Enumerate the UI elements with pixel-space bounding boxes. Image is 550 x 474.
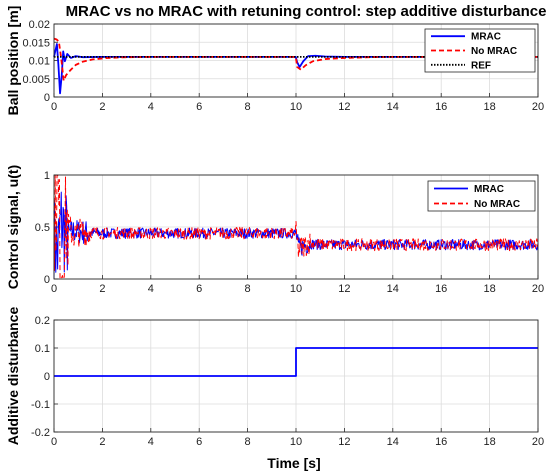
- ball-position-y-tick-label: 0: [44, 92, 50, 104]
- control-signal-series-no-mrac-line: [53, 174, 539, 280]
- additive-disturbance-x-tick-label: 14: [387, 436, 399, 448]
- control-signal-y-tick-label: 0: [44, 274, 50, 286]
- ball-position-x-tick-label: 18: [483, 101, 495, 113]
- control-signal-x-tick-label: 20: [532, 283, 544, 295]
- control-signal-x-tick-label: 8: [245, 283, 251, 295]
- additive-disturbance-x-tick-label: 0: [51, 436, 57, 448]
- control-signal-y-tick-label: 0.5: [35, 222, 50, 234]
- control-signal-x-tick-label: 0: [51, 283, 57, 295]
- control-signal-y-axis-label: Control signal, u(t): [5, 165, 21, 289]
- ball-position-x-tick-label: 6: [196, 101, 202, 113]
- additive-disturbance-x-tick-label: 2: [99, 436, 105, 448]
- additive-disturbance-x-tick-label: 20: [532, 436, 544, 448]
- additive-disturbance-x-tick-label: 10: [290, 436, 302, 448]
- ball-position-x-tick-label: 20: [532, 101, 544, 113]
- ball-position-y-tick-label: 0.015: [22, 37, 50, 49]
- control-signal-x-tick-label: 10: [290, 283, 302, 295]
- additive-disturbance-x-tick-label: 12: [338, 436, 350, 448]
- control-signal-x-tick-label: 14: [387, 283, 399, 295]
- ball-position-x-tick-label: 4: [148, 101, 154, 113]
- additive-disturbance-y-tick-label: 0.2: [35, 315, 50, 327]
- control-signal-legend: MRAC No MRAC: [427, 180, 536, 212]
- ball-position-legend: MRAC No MRAC REF: [424, 28, 536, 73]
- additive-disturbance-y-tick-label: 0.1: [35, 343, 50, 355]
- additive-disturbance-series-disturbance-line: [54, 347, 538, 377]
- chart-title: MRAC vs no MRAC with retuning control: s…: [66, 3, 547, 20]
- control-signal-panel: 0 2 4 6 8 10 12 14 16 18 20 0 0.5 1 Control signal, u(…: [5, 165, 544, 295]
- control-signal-x-tick-label: 4: [148, 283, 154, 295]
- control-signal-x-tick-label: 2: [99, 283, 105, 295]
- control-signal-x-tick-label: 12: [338, 283, 350, 295]
- ball-position-x-tick-label: 2: [99, 101, 105, 113]
- ball-position-panel: 0 2 4 6 8 10 12 14 16 18 20 0 0.005 0.01 0.015 0.02 Ball…: [5, 6, 544, 116]
- ball-position-x-tick-label: 10: [290, 101, 302, 113]
- additive-disturbance-y-tick-label: 0: [44, 371, 50, 383]
- ball-position-y-tick-label: 0.02: [29, 19, 50, 31]
- additive-disturbance-panel: 0 2 4 6 8 10 12 14 16 18 20 -0.2 -0.1 0 0.1 0.2 Additive…: [5, 307, 544, 448]
- control-signal-legend-label: No MRAC: [474, 199, 520, 210]
- control-signal-axes-box: [53, 174, 539, 280]
- additive-disturbance-x-tick-label: 4: [148, 436, 154, 448]
- control-signal-x-tick-label: 18: [483, 283, 495, 295]
- ball-position-x-tick-label: 14: [387, 101, 399, 113]
- additive-disturbance-axes-box: [53, 319, 539, 433]
- ball-position-legend-label: MRAC: [471, 32, 501, 43]
- ball-position-legend-label: No MRAC: [471, 46, 517, 57]
- additive-disturbance-x-tick-label: 18: [483, 436, 495, 448]
- additive-disturbance-y-tick-label: -0.2: [31, 427, 50, 439]
- ball-position-y-tick-label: 0.005: [22, 74, 50, 86]
- additive-disturbance-x-tick-label: 8: [245, 436, 251, 448]
- ball-position-x-tick-label: 16: [435, 101, 447, 113]
- control-signal-y-tick-label: 1: [44, 170, 50, 182]
- additive-disturbance-x-tick-label: 16: [435, 436, 447, 448]
- ball-position-legend-label: REF: [471, 60, 491, 71]
- additive-disturbance-y-tick-label: -0.1: [31, 399, 50, 411]
- control-signal-x-tick-label: 6: [196, 283, 202, 295]
- x-axis-label: Time [s]: [267, 455, 320, 471]
- additive-disturbance-y-axis-label: Additive disturbance: [5, 307, 21, 446]
- ball-position-y-axis-label: Ball position [m]: [5, 6, 21, 116]
- additive-disturbance-x-tick-label: 6: [196, 436, 202, 448]
- ball-position-x-tick-label: 12: [338, 101, 350, 113]
- ball-position-y-tick-label: 0.01: [29, 56, 50, 68]
- ball-position-x-tick-label: 0: [51, 101, 57, 113]
- ball-position-x-tick-label: 8: [245, 101, 251, 113]
- control-signal-x-tick-label: 16: [435, 283, 447, 295]
- ball-position-axes-box: [53, 23, 539, 98]
- control-signal-legend-label: MRAC: [474, 184, 504, 195]
- control-signal-legend-box: [427, 180, 536, 212]
